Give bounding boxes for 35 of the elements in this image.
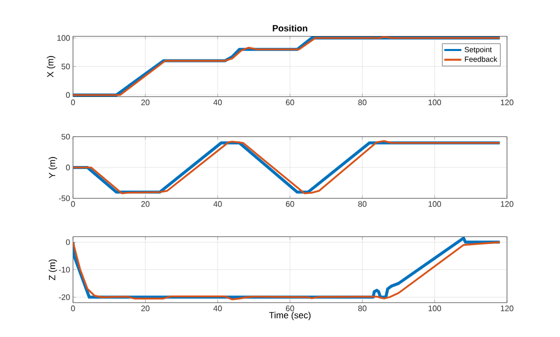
x-tick-label: 60 — [286, 100, 294, 106]
y-tick-label: 0 — [66, 92, 70, 98]
y-tick-label: 0 — [66, 239, 70, 246]
x-tick-label: 20 — [141, 306, 150, 312]
y-tick-label: -10 — [58, 266, 70, 273]
x-tick-label: 80 — [358, 100, 366, 106]
y-tick-label: 50 — [62, 134, 70, 140]
x-tick-label: 120 — [500, 100, 514, 106]
y-tick-label: 0 — [66, 164, 70, 170]
x-tick-label: 120 — [500, 201, 514, 207]
y-tick-label: -50 — [58, 195, 70, 202]
x-tick-label: 40 — [213, 100, 222, 106]
y-axis-title: Z (m) — [48, 260, 58, 280]
y-axis-title: Y (m) — [48, 157, 58, 178]
x-tick-label: 60 — [286, 201, 294, 207]
x-tick-label: 100 — [428, 201, 442, 207]
x-tick-label: 80 — [358, 306, 366, 312]
x-tick-label: 0 — [71, 306, 75, 312]
x-tick-label: 40 — [213, 306, 222, 312]
x-axis-title: Time (sec) — [269, 312, 311, 320]
y-tick-label: 100 — [57, 35, 70, 41]
x-tick-label: 20 — [141, 201, 150, 207]
y-axis-title: X (m) — [46, 56, 56, 78]
x-tick-label: 0 — [71, 201, 75, 207]
x-tick-label: 40 — [213, 201, 222, 207]
x-tick-label: 0 — [71, 100, 75, 106]
x-tick-label: 60 — [286, 306, 294, 312]
x-tick-label: 20 — [141, 100, 150, 106]
y-tick-label: 50 — [62, 64, 70, 70]
x-tick-label: 80 — [358, 201, 366, 207]
x-tick-label: 100 — [428, 306, 442, 312]
chart-title: Position — [272, 24, 308, 32]
x-tick-label: 120 — [500, 306, 514, 312]
y-tick-label: -20 — [58, 294, 70, 300]
x-tick-label: 100 — [428, 100, 442, 106]
